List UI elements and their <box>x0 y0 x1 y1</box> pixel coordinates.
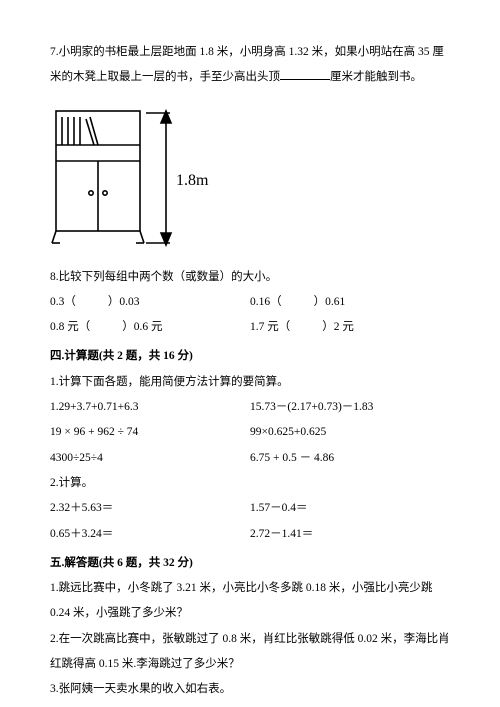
q8-r1a-right: ）0.03 <box>108 296 140 308</box>
calc-row2: 19 × 96 + 962 ÷ 74 99×0.625+0.625 <box>50 420 450 445</box>
section-5-title: 五.解答题(共 6 题，共 32 分) <box>50 551 450 576</box>
calc-3a: 4300÷25÷4 <box>50 446 250 471</box>
q8-row1: 0.3（ ）0.03 0.16（ ）0.61 <box>50 290 450 315</box>
bookshelf-diagram: 1.8m <box>50 103 450 253</box>
q8-r1b-left: 0.16（ <box>250 296 282 308</box>
q8-r1b-right: ）0.61 <box>314 296 346 308</box>
calc2-row2: 0.65＋3.24＝ 2.72－1.41＝ <box>50 522 450 547</box>
sec4-sub2: 2.计算。 <box>50 471 450 496</box>
calc-3b: 6.75 + 0.5 － 4.86 <box>250 446 450 471</box>
q7-tail: 厘米才能触到书。 <box>330 71 422 83</box>
q8-r2b-right: ）2 元 <box>322 321 354 333</box>
q8-r2b-left: 1.7 元（ <box>250 321 290 333</box>
sec4-sub1: 1.计算下面各题，能用简便方法计算的要简算。 <box>50 370 450 395</box>
question-8-stem: 8.比较下列每组中两个数（或数量）的大小。 <box>50 265 450 290</box>
calc2-row1: 2.32＋5.63＝ 1.57－0.4＝ <box>50 496 450 521</box>
q8-r1a-left: 0.3（ <box>50 296 76 308</box>
sec5-q1: 1.跳远比赛中，小冬跳了 3.21 米，小亮比小冬多跳 0.18 米，小强比小亮… <box>50 576 450 627</box>
q8-r2a-left: 0.8 元（ <box>50 321 90 333</box>
q8-row2: 0.8 元（ ）0.6 元 1.7 元（ ）2 元 <box>50 315 450 340</box>
calc-row1: 1.29+3.7+0.71+6.3 15.73－(2.17+0.73)－1.83 <box>50 395 450 420</box>
q8-r1b: 0.16（ ）0.61 <box>250 290 450 315</box>
sec5-q3: 3.张阿姨一天卖水果的收入如右表。 <box>50 677 450 702</box>
q8-r1a: 0.3（ ）0.03 <box>50 290 250 315</box>
calc-1a: 1.29+3.7+0.71+6.3 <box>50 395 250 420</box>
q8-r2a-right: ）0.6 元 <box>122 321 162 333</box>
q8-r2b: 1.7 元（ ）2 元 <box>250 315 450 340</box>
sec5-q2: 2.在一次跳高比赛中，张敏跳过了 0.8 米，肖红比张敏跳得低 0.02 米，李… <box>50 627 450 678</box>
calc-1b: 15.73－(2.17+0.73)－1.83 <box>250 395 450 420</box>
calc-row3: 4300÷25÷4 6.75 + 0.5 － 4.86 <box>50 446 450 471</box>
diagram-label: 1.8m <box>176 172 209 189</box>
calc2-1a: 2.32＋5.63＝ <box>50 496 250 521</box>
section-4-title: 四.计算题(共 2 题，共 16 分) <box>50 344 450 369</box>
q7-blank[interactable] <box>280 70 330 80</box>
calc2-2a: 0.65＋3.24＝ <box>50 522 250 547</box>
calc-2a: 19 × 96 + 962 ÷ 74 <box>50 420 250 445</box>
calc2-2b: 2.72－1.41＝ <box>250 522 450 547</box>
calc2-1b: 1.57－0.4＝ <box>250 496 450 521</box>
q8-r2a: 0.8 元（ ）0.6 元 <box>50 315 250 340</box>
question-7: 7.小明家的书柜最上层距地面 1.8 米，小明身高 1.32 米，如果小明站在高… <box>50 40 450 91</box>
calc-2b: 99×0.625+0.625 <box>250 420 450 445</box>
